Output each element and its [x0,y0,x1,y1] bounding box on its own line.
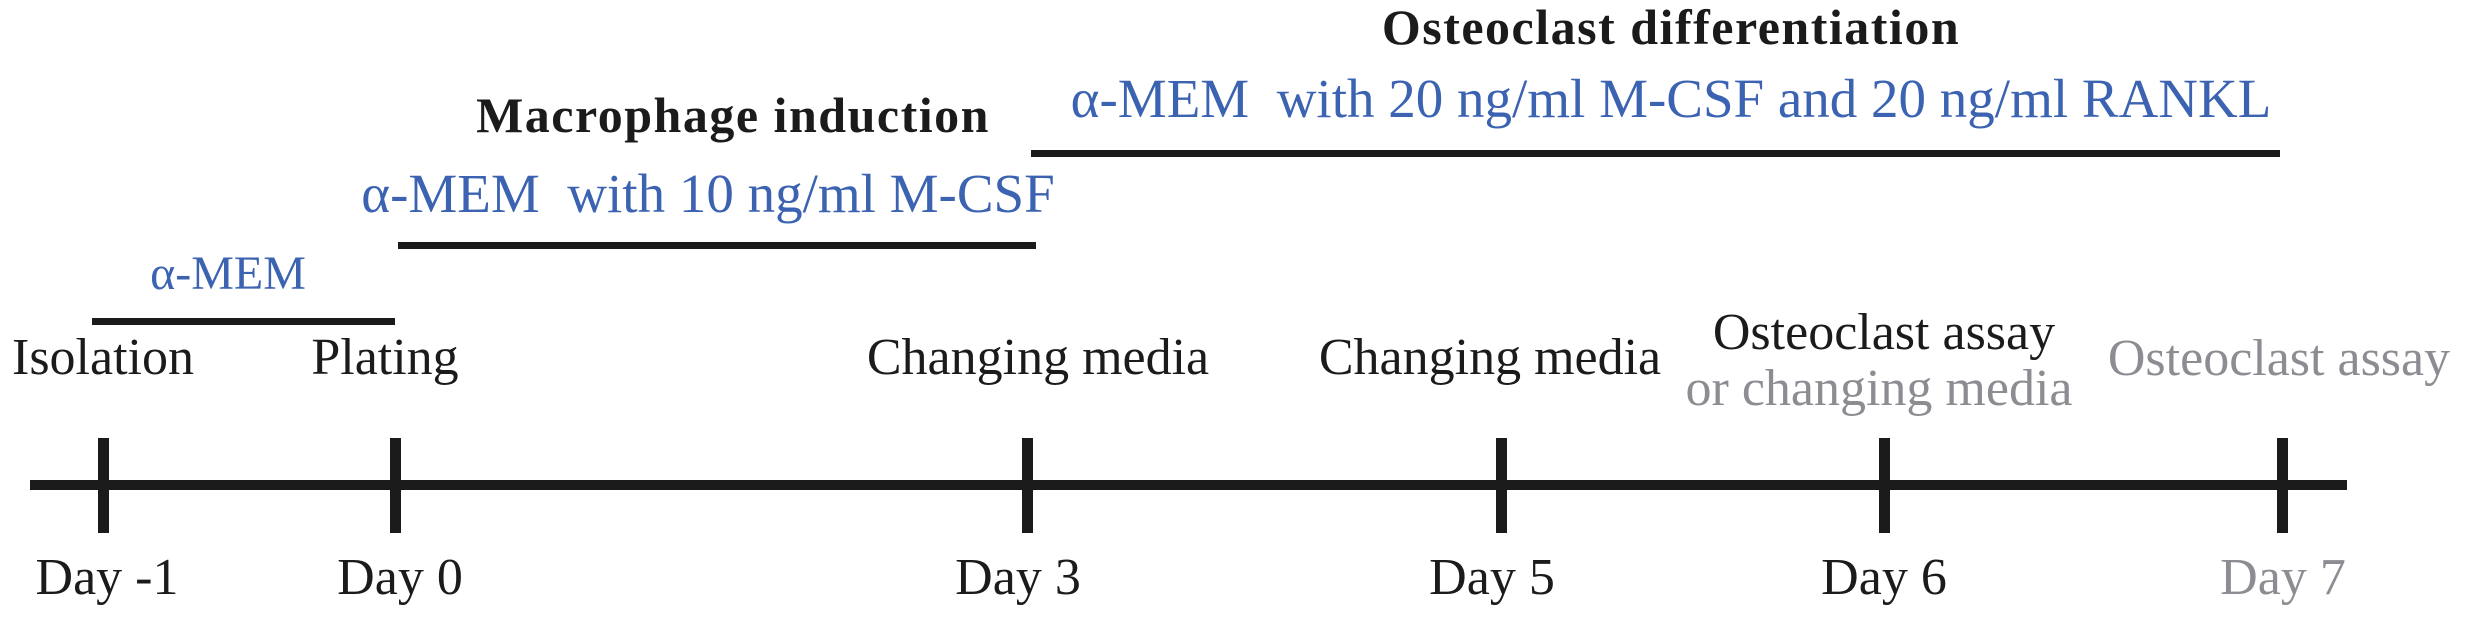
phase1-media-label: α-MEM [150,247,306,300]
station-label-isolation: Isolation [12,329,194,386]
phase1-bracket-line [92,318,395,325]
tick-day-6 [1879,438,1890,533]
station-label-changing-media-day5: Changing media [1318,329,1662,386]
station-label-plating: Plating [311,329,459,386]
day-label-5: Day 5 [1429,549,1555,606]
tick-day-5 [1496,438,1507,533]
day-label-3: Day 3 [955,549,1081,606]
phase3-media-label: α-MEM with 20 ng/ml M-CSF and 20 ng/ml R… [1070,68,2272,129]
day-label-minus1: Day -1 [35,549,179,606]
day-label-7: Day 7 [2220,549,2346,606]
timeline-axis [30,480,2347,490]
station-label-or-changing-media-day6: or changing media [1685,360,2073,417]
phase2-bracket-line [398,242,1036,249]
phase3-title: Osteoclast differentiation [1381,0,1961,55]
tick-day-7 [2277,438,2288,533]
tick-day-minus1 [98,438,109,533]
phase3-bracket-line [1031,150,2280,157]
phase2-title: Macrophage induction [476,87,990,143]
tick-day-3 [1022,438,1033,533]
station-label-osteoclast-assay-day6: Osteoclast assay [1712,304,2056,361]
station-label-changing-media-day3: Changing media [866,329,1210,386]
station-label-osteoclast-assay-day7: Osteoclast assay [2107,330,2451,387]
tick-day-0 [390,438,401,533]
phase2-media-label: α-MEM with 10 ng/ml M-CSF [361,163,1055,224]
day-label-0: Day 0 [337,549,463,606]
day-label-6: Day 6 [1821,549,1947,606]
